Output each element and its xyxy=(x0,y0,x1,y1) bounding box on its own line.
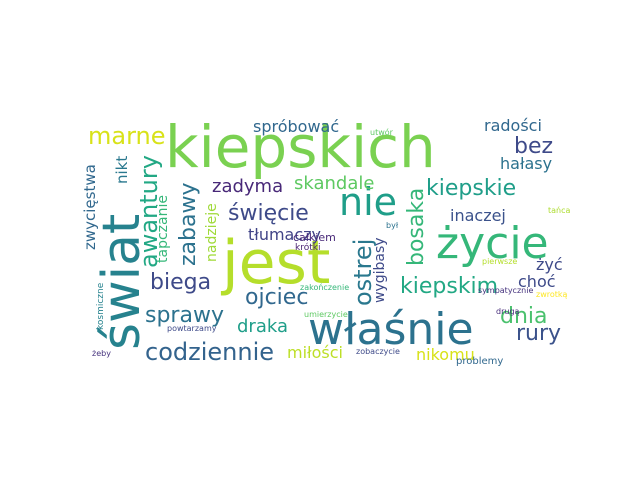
cloud-word: zabawy xyxy=(176,182,201,267)
cloud-word: nikomu xyxy=(416,345,475,364)
cloud-word: nikt xyxy=(113,155,131,184)
cloud-word: ojciec xyxy=(245,285,309,310)
cloud-word: wygibasy xyxy=(372,237,388,303)
cloud-word: jest xyxy=(222,228,331,298)
cloud-word: kosmiczne xyxy=(96,282,106,330)
cloud-word: problemy xyxy=(456,356,504,367)
cloud-word: właśnie xyxy=(308,304,474,355)
cloud-word: inaczej xyxy=(450,206,506,225)
cloud-word: był xyxy=(386,221,399,230)
cloud-word: powtarzamy xyxy=(167,324,217,333)
cloud-word: krótki xyxy=(295,243,321,253)
cloud-word: sprawy xyxy=(145,303,224,328)
cloud-word: tapczanie xyxy=(155,195,171,263)
cloud-word: święcie xyxy=(228,201,309,226)
cloud-word: utwór xyxy=(370,128,393,137)
cloud-word: tańca xyxy=(548,206,571,215)
cloud-word: rury xyxy=(516,321,562,346)
cloud-word: skandale xyxy=(294,173,375,194)
cloud-word: biega xyxy=(150,270,212,295)
cloud-word: bez xyxy=(514,134,554,159)
cloud-word: życie xyxy=(436,218,549,269)
cloud-word: żyć xyxy=(536,255,563,274)
cloud-word: kiepskie xyxy=(426,176,517,201)
cloud-word: sympatycznie xyxy=(478,286,534,295)
cloud-word: draka xyxy=(237,316,288,337)
cloud-word: hałasy xyxy=(500,154,553,173)
cloud-word: drugą xyxy=(496,307,520,316)
cloud-word: zobaczycie xyxy=(356,347,400,356)
cloud-word: nie xyxy=(339,180,398,224)
cloud-word: miłości xyxy=(287,343,343,362)
cloud-word: zwrotką xyxy=(536,290,568,299)
cloud-word: całkiem xyxy=(293,231,336,244)
cloud-word: zwycięstwa xyxy=(81,164,99,250)
cloud-word: dnia xyxy=(500,304,548,329)
cloud-word: spróbować xyxy=(253,117,340,136)
cloud-word: tłumaczy xyxy=(248,225,322,244)
cloud-word: pierwsze xyxy=(482,257,518,266)
cloud-word: zakończenie xyxy=(300,283,350,292)
cloud-word: zadyma xyxy=(212,176,284,197)
cloud-word: nadzieje xyxy=(204,203,220,262)
cloud-word: codziennie xyxy=(145,338,274,366)
cloud-word: kiepskim xyxy=(400,274,499,299)
cloud-word: radości xyxy=(484,116,542,135)
cloud-word: umierzycie xyxy=(304,310,348,319)
cloud-word: kiepskich xyxy=(165,113,436,181)
cloud-word: marne xyxy=(88,122,166,150)
cloud-word: choć xyxy=(518,272,556,291)
cloud-word: bosaka xyxy=(404,187,429,266)
cloud-word: żeby xyxy=(92,349,111,358)
